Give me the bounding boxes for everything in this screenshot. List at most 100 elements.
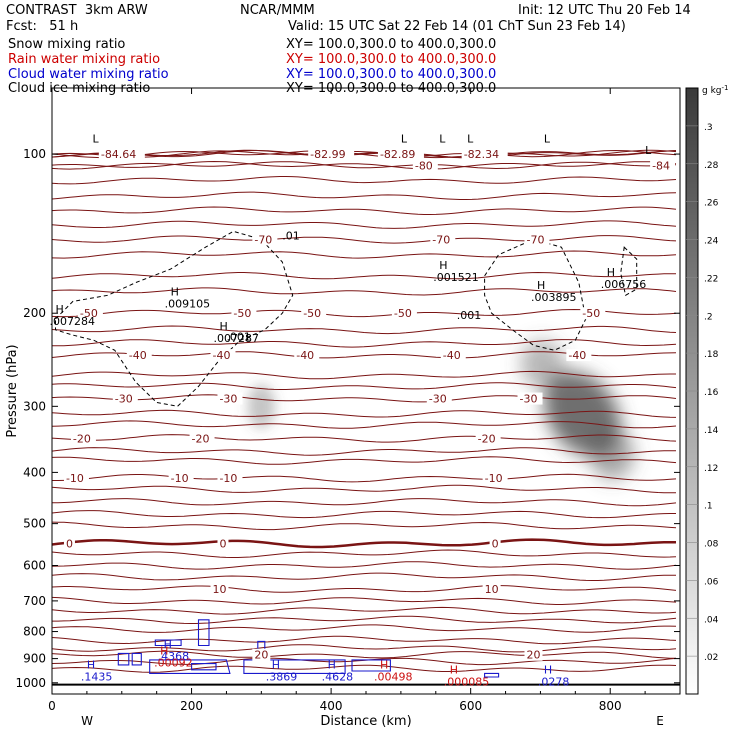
isotherm-label: -20 <box>192 432 210 445</box>
isotherm-line <box>52 650 677 659</box>
cloud-water-contours <box>117 619 500 678</box>
y-tick-label: 100 <box>23 147 46 161</box>
y-tick-label: 200 <box>23 306 46 320</box>
colorbar-tick-label: .26 <box>704 199 719 209</box>
cloud-water-contour <box>243 659 346 674</box>
header-right-1: Init: 12 UTC Thu 20 Feb 14 <box>518 3 691 18</box>
isotherm-label-bg <box>252 648 271 661</box>
low-marker: L <box>439 132 446 145</box>
isotherm-label-bg <box>426 392 452 405</box>
isotherm-label-bg <box>482 472 508 485</box>
isotherm-line <box>52 220 677 229</box>
isotherm-line <box>52 549 677 558</box>
isotherm-label-bg <box>440 349 466 362</box>
isotherm-label: 20 <box>254 649 268 662</box>
cloud-water-contour <box>191 663 217 671</box>
y-tick-label: 1000 <box>15 676 46 690</box>
isotherm-label-bg <box>231 307 257 320</box>
high-marker: H <box>272 659 280 672</box>
isotherm-line <box>52 596 677 605</box>
isotherm-label: -70 <box>254 233 272 246</box>
x-tick-label: 800 <box>599 699 622 713</box>
high-marker: H <box>537 279 545 292</box>
isotherm-label-bg <box>524 648 543 661</box>
high-marker: H <box>544 663 552 676</box>
high-marker: H <box>607 266 615 279</box>
isotherm-label-bg <box>517 392 543 405</box>
isotherm-label: -30 <box>520 393 538 406</box>
isotherm-label: -30 <box>219 393 237 406</box>
x-left-end-label: W <box>81 714 93 728</box>
colorbar-unit-exponent: -1 <box>722 84 729 92</box>
high-marker: H <box>380 659 388 672</box>
isotherm-label: -70 <box>526 233 544 246</box>
isotherm-label: -50 <box>303 307 321 320</box>
isotherm-label-bg <box>126 349 152 362</box>
snow-core <box>247 384 276 429</box>
x-tick-label: 200 <box>180 699 203 713</box>
isotherm-line <box>52 308 677 318</box>
isotherm-line <box>52 176 677 185</box>
header-right-2: Valid: 15 UTC Sat 22 Feb 14 (01 ChT Sun … <box>288 19 626 34</box>
isotherm-label: -50 <box>394 307 412 320</box>
x-axis-label: Distance (km) <box>320 714 411 729</box>
colorbar-tick-label: .02 <box>704 653 718 663</box>
extremum-value: .00092 <box>154 657 193 670</box>
isotherm-line <box>52 160 677 170</box>
ice-contour-label: .001 <box>226 330 251 343</box>
extrema-labels: L L L L LLH.001521H.003895H.006756H.009105H.… <box>49 132 652 688</box>
isotherm-labels: -84.64 -82.99 -82.89-80 -82.34 -84 -70 -70 -70 -… <box>63 148 676 662</box>
isotherm-line <box>52 615 677 624</box>
isotherm-label: -50 <box>80 307 98 320</box>
isotherm-label: 0 <box>66 537 73 550</box>
high-marker: H <box>164 638 172 651</box>
y-tick-label: 300 <box>23 399 46 413</box>
field-snow-name: Snow mixing ratio <box>8 37 126 52</box>
isotherm-line <box>52 287 677 296</box>
isotherm-label-bg <box>168 472 194 485</box>
colorbar-tick-label: .06 <box>704 577 719 587</box>
isotherm-line <box>52 394 677 403</box>
isotherm-label-bg <box>63 472 89 485</box>
snow-shading-1 <box>247 384 276 429</box>
field-snow-xy: XY= 100.0,300.0 to 400.0,300.0 <box>286 37 497 52</box>
extremum-value: .001521 <box>433 271 479 284</box>
isotherm-label: -84.64 <box>101 148 136 161</box>
isotherm-label-bg <box>252 233 278 246</box>
isotherm-label: -30 <box>429 393 447 406</box>
isotherm-label-bg <box>217 392 243 405</box>
isotherm-label: 20 <box>526 649 540 662</box>
isotherm-label-bg <box>294 349 320 362</box>
isotherm-label-bg <box>210 349 236 362</box>
isotherm-label: -50 <box>233 307 251 320</box>
cloud-water-contour <box>484 672 500 678</box>
isotherm-line <box>52 250 677 259</box>
low-marker: L <box>92 132 99 145</box>
isotherm-line <box>52 584 677 593</box>
ice-contour-label: .01 <box>282 229 300 242</box>
isotherm-label: -40 <box>296 349 314 362</box>
extremum-value: .009105 <box>165 297 211 310</box>
isotherm-line <box>52 657 677 666</box>
colorbar-tick-label: .22 <box>704 274 718 284</box>
isotherm-line <box>52 664 677 673</box>
isotherm-line <box>52 409 677 418</box>
isotherm-label: 0 <box>492 537 499 550</box>
x-tick-label: 0 <box>48 699 56 713</box>
extremum-value: .0278 <box>538 675 570 688</box>
isotherm-label-bg <box>77 307 103 320</box>
isotherm-line <box>52 434 677 443</box>
isotherm-line <box>52 191 677 200</box>
isotherm-label-bg <box>63 537 75 550</box>
ice-contour-label: .001 <box>457 309 482 322</box>
isotherm-label-bg <box>524 233 550 246</box>
y-tick-label: 800 <box>23 625 46 639</box>
isotherm-line <box>52 498 677 507</box>
field-rain-name: Rain water mixing ratio <box>8 52 161 67</box>
isotherm-label: -84 <box>652 159 670 172</box>
high-marker: H <box>219 320 227 333</box>
isotherm-label-bg <box>412 159 438 172</box>
colorbar-tick-label: .2 <box>704 312 713 322</box>
colorbar-tick-label: .04 <box>704 615 719 625</box>
